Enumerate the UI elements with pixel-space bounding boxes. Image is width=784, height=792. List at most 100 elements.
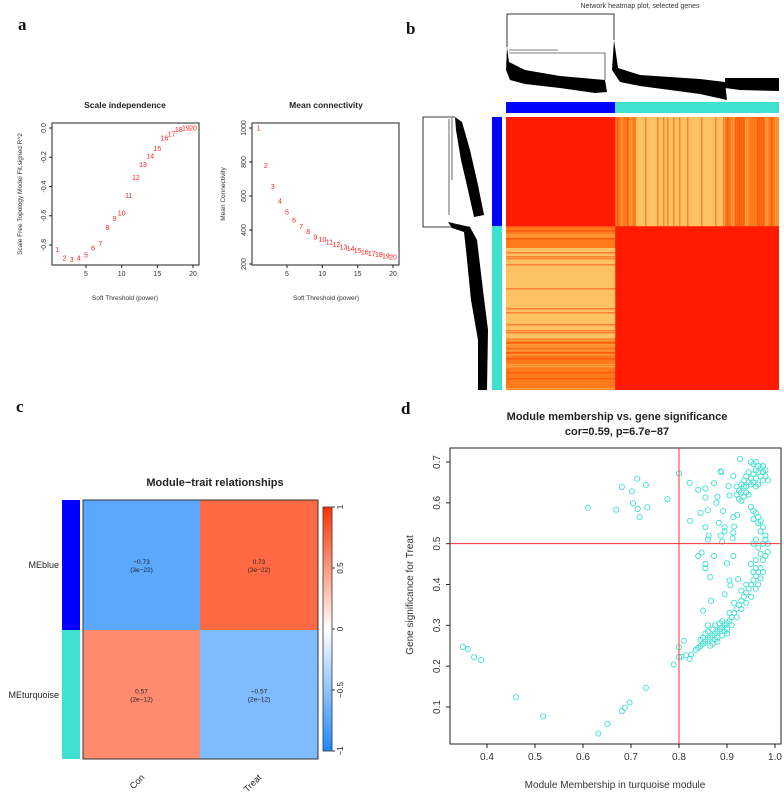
heatmap-stripe [506, 332, 616, 334]
module-trait-title: Module−trait relationships [146, 477, 283, 489]
scatter-point [470, 654, 478, 661]
scatter-point [764, 548, 771, 555]
scatter-point [604, 720, 611, 727]
scatter-point [723, 630, 731, 637]
heatmap-stripe [506, 326, 616, 328]
scatter-point [725, 483, 732, 490]
scatter-point [595, 730, 602, 737]
heatmap-stripe [737, 117, 739, 227]
scatter-point [513, 694, 520, 701]
scatter-point [726, 610, 733, 617]
scatter-point [747, 593, 755, 600]
mean-connectivity-point-label: 14 [347, 246, 355, 253]
scatter-point [702, 485, 709, 492]
heatmap-stripe [506, 322, 616, 324]
heatmap-stripe [717, 117, 719, 227]
scale-independence-point-label: 19 [182, 126, 190, 133]
mean-connectivity-ylabel: Mean Connectivity [220, 167, 227, 221]
mean-connectivity-point-label: 19 [382, 253, 390, 260]
heatmap-stripe [506, 236, 616, 238]
scatter-point [757, 528, 764, 535]
scatter-point [723, 560, 731, 567]
mm-gs-xtick-label: 0.9 [720, 752, 734, 763]
heatmap-stripe [506, 234, 616, 236]
mean-connectivity-ytick-label: 200 [241, 258, 248, 270]
scatter-point [636, 514, 643, 521]
left-dendrogram-leaves [448, 222, 470, 232]
scatter-point [698, 549, 705, 556]
heatmap-stripe [506, 372, 616, 374]
heatmap-stripe [506, 344, 616, 346]
scatter-point [699, 607, 707, 614]
colorbar-tick-label: 0 [336, 626, 345, 631]
colorbar-tick-label: 1 [336, 504, 345, 509]
heatmap-stripe [673, 117, 675, 227]
scatter-point [702, 565, 709, 572]
heatmap-stripe [506, 330, 616, 332]
heatmap-frame [82, 499, 319, 760]
module-sidebar-turquoise [492, 226, 502, 390]
scatter-point [584, 504, 591, 511]
row-label-meblue: MEblue [28, 560, 59, 570]
scatter-point [743, 599, 750, 606]
colorbar-tick-label: 0.5 [336, 562, 345, 574]
scatter-point [664, 496, 671, 503]
scatter-point [745, 491, 752, 498]
scatter-point [718, 469, 725, 476]
scatter-point [711, 622, 719, 629]
heatmap-stripe [506, 238, 616, 240]
scatter-point [618, 708, 625, 715]
scatter-point [719, 618, 726, 625]
column-label-con: Con [128, 772, 147, 791]
scatter-point [714, 638, 721, 645]
scatter-point [759, 477, 767, 484]
heatmap-stripe [775, 117, 777, 227]
heatmap-stripe [506, 258, 616, 260]
mean-connectivity-point-label: 13 [340, 245, 348, 252]
heatmap-stripe [713, 117, 715, 227]
heatmap-stripe [653, 117, 655, 227]
scatter-point [704, 536, 711, 543]
mm-gs-subtitle: cor=0.59, p=6.7e−87 [565, 426, 669, 438]
colorbar-tick-label: −1 [336, 746, 345, 756]
scatter-point [621, 704, 628, 711]
scatter-point [686, 517, 694, 524]
left-dendrogram-branch [448, 118, 453, 215]
mm-gs-ylabel: Gene significance for Treat [405, 535, 416, 655]
heatmap-stripe [739, 117, 741, 227]
scatter-point [747, 561, 755, 568]
scatter-point [752, 556, 759, 564]
scatter-point [719, 538, 726, 545]
heatmap-stripe [715, 117, 717, 227]
scatter-point [729, 535, 736, 542]
heatmap-stripe [733, 117, 735, 227]
heatmap-stripe [506, 288, 616, 290]
scatter-point [762, 532, 769, 539]
scatter-point [629, 500, 636, 507]
mm-gs-ytick-label: 0.4 [432, 577, 443, 591]
scatter-point [713, 499, 720, 506]
heatmap-stripe [617, 117, 619, 227]
mean-connectivity-point-label: 7 [299, 224, 303, 231]
heatmap-stripe [761, 117, 763, 227]
scatter-point [714, 493, 721, 500]
heatmap-stripe [506, 308, 616, 310]
cell-value: 0.57 [135, 689, 148, 696]
top-dendrogram-leaves [612, 40, 727, 100]
scatter-point [759, 569, 767, 576]
mm-gs-frame [449, 447, 782, 745]
heatmap-stripe [679, 117, 681, 227]
scatter-point [702, 524, 709, 531]
scatter-point [478, 656, 485, 664]
network-heatmap-title: Network heatmap plot, selected genes [580, 3, 700, 10]
mean-connectivity-point-label: 4 [278, 199, 282, 206]
scatter-point [697, 509, 704, 517]
scale-independence-xtick-label: 5 [84, 271, 88, 278]
scale-independence-point-label: 1 [56, 247, 60, 254]
cell-pvalue: (2e−12) [130, 697, 153, 704]
scale-independence-point-label: 11 [125, 193, 132, 200]
scale-independence-xlabel: Soft Threshold (power) [92, 295, 158, 302]
heatmap-stripe [711, 117, 713, 227]
column-label-treat: Treat [242, 772, 264, 792]
